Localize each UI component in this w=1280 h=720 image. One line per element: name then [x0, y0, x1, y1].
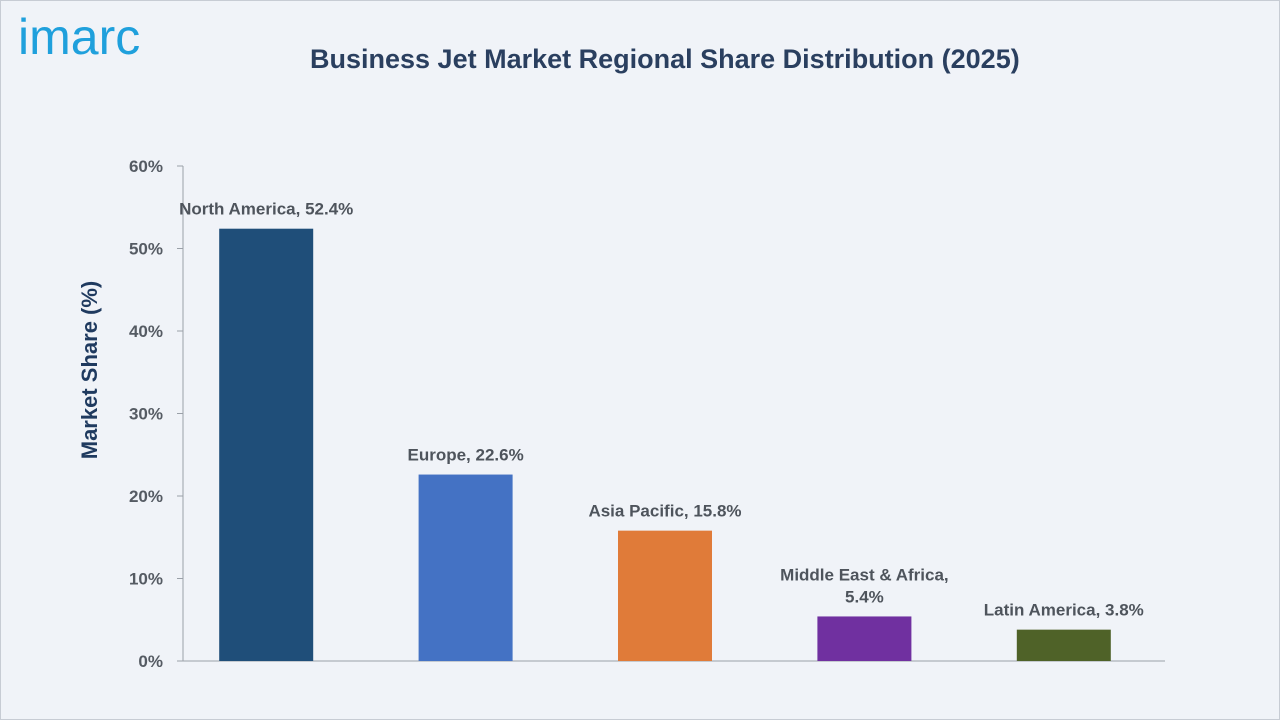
chart-bars: [219, 228, 1111, 661]
chart-axes: 0% 10% 20% 30% 40% 50% 60%: [129, 157, 1165, 671]
y-tick-label: 0%: [138, 652, 163, 671]
bar: [418, 474, 513, 661]
bar-data-label: 5.4%: [845, 587, 884, 606]
y-tick-label: 20%: [129, 487, 163, 506]
bar: [817, 616, 912, 661]
y-tick-label: 50%: [129, 240, 163, 259]
bar-data-label: Europe, 22.6%: [407, 446, 523, 465]
chart-data-labels: North America, 52.4% Europe, 22.6% Asia Pa…: [179, 200, 1144, 620]
bar: [618, 530, 712, 661]
y-tick-label: 10%: [129, 570, 163, 589]
bar-data-label: Asia Pacific, 15.8%: [588, 502, 741, 521]
bar: [1016, 629, 1111, 661]
y-tick-label: 60%: [129, 157, 163, 176]
bar: [219, 228, 314, 661]
bar-data-label: Latin America, 3.8%: [984, 601, 1144, 620]
imarc-logo: imarc: [18, 9, 141, 65]
bar-data-label: Middle East & Africa,: [780, 565, 948, 584]
bar-data-label: North America, 52.4%: [179, 200, 353, 219]
y-axis-label: Market Share (%): [77, 281, 102, 460]
chart-title: Business Jet Market Regional Share Distr…: [310, 44, 1020, 74]
y-tick-label: 40%: [129, 322, 163, 341]
y-tick-label: 30%: [129, 405, 163, 424]
